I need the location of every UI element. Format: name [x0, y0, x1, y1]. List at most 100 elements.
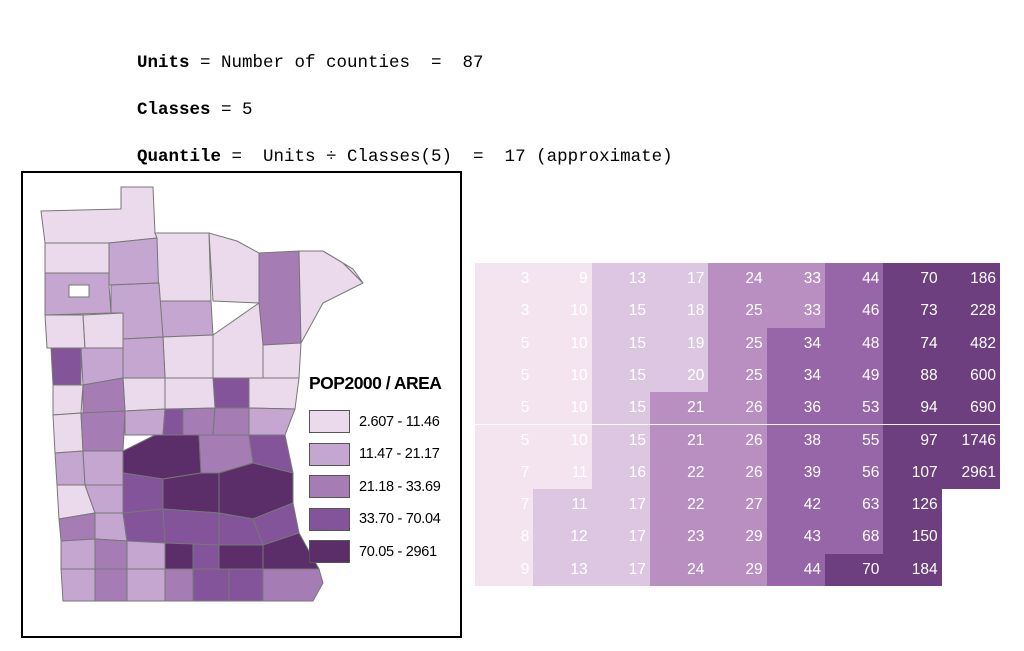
value-cell: 17 [591, 553, 650, 586]
county-region [158, 300, 214, 338]
value-cell: 44 [825, 263, 884, 296]
value-cell: 12 [533, 521, 592, 554]
county-region [122, 472, 164, 514]
value-cell: 10 [533, 327, 592, 360]
county-region [162, 408, 184, 436]
county-region [192, 543, 220, 570]
county-region [80, 410, 126, 452]
value-cell: 150 [883, 521, 942, 554]
legend-label: 70.05 - 2961 [359, 543, 437, 560]
minnesota-choropleth-map: POP2000 / AREA 2.607 - 11.46 11.47 - 21.… [21, 171, 462, 638]
county-region [44, 314, 86, 349]
county-region [212, 302, 264, 379]
county-region [122, 434, 202, 480]
value-cell: 5 [475, 424, 534, 457]
county-region [218, 544, 264, 570]
legend-label: 2.607 - 11.46 [359, 413, 440, 430]
value-cell: 88 [883, 359, 942, 393]
county-region [162, 334, 214, 379]
value-cell: 22 [650, 489, 709, 522]
value-cell: 15 [591, 359, 650, 393]
value-cell: 7 [475, 456, 534, 490]
county-region [262, 568, 324, 602]
county-region [108, 237, 160, 286]
value-cell: 97 [883, 424, 942, 457]
value-cell: 9 [533, 263, 592, 296]
value-cell: 5 [475, 327, 534, 360]
county-region [82, 450, 124, 486]
legend-swatch [309, 507, 350, 531]
value-cell: 74 [883, 327, 942, 360]
value-cell: 186 [941, 263, 1000, 296]
legend-swatch [309, 475, 350, 498]
value-cell: 44 [766, 553, 825, 586]
value-cell: 13 [591, 263, 650, 296]
county-region [258, 250, 302, 346]
legend-title: POP2000 / AREA [309, 373, 442, 393]
value-cell: 24 [650, 553, 709, 586]
county-region [68, 284, 90, 298]
value-cell: 70 [825, 553, 884, 586]
quantile-formula: Units = Number of counties = 87 Classes … [137, 28, 673, 193]
value-cell: 33 [766, 295, 825, 328]
value-cell: 11 [533, 456, 592, 490]
legend-item: 33.70 - 70.04 [309, 504, 441, 535]
county-region [262, 342, 302, 379]
value-cell: 48 [825, 327, 884, 360]
value-cell: 70 [883, 263, 942, 296]
county-region [154, 232, 212, 302]
sorted-values-grid: 3 3 5 5 5 5 7 7 8 9 9 10 10 10 10 10 11 11 12 13 13 15 15 15 15 1… [475, 263, 1000, 586]
county-region [182, 407, 216, 436]
value-cell: 26 [708, 424, 767, 457]
value-cell: 10 [533, 392, 592, 425]
county-region [164, 542, 194, 570]
county-region [162, 472, 220, 514]
county-region [122, 336, 166, 379]
legend-item: 70.05 - 2961 [309, 536, 441, 567]
county-region [248, 407, 296, 436]
value-cell: 23 [650, 521, 709, 554]
value-cell: 39 [766, 456, 825, 490]
value-cell: 33 [766, 263, 825, 296]
value-cell: 3 [475, 263, 534, 296]
value-cell: 15 [591, 327, 650, 360]
value-cell: 25 [708, 359, 767, 393]
value-cell: 5 [475, 359, 534, 393]
value-cell: 20 [650, 359, 709, 393]
legend-label: 33.70 - 70.04 [359, 511, 441, 527]
value-cell: 126 [883, 489, 942, 522]
value-cell: 25 [708, 327, 767, 360]
value-cell: 29 [708, 521, 767, 554]
value-cell: 26 [708, 392, 767, 425]
legend-item: 2.607 - 11.46 [309, 406, 441, 437]
county-map [40, 186, 364, 602]
county-region [94, 538, 128, 570]
value-cell: 21 [650, 392, 709, 425]
legend-label: 11.47 - 21.17 [359, 446, 440, 462]
value-cell: 18 [650, 295, 709, 328]
value-cell: 46 [825, 295, 884, 328]
value-cell: 34 [766, 327, 825, 360]
formula-line-classes: Classes = 5 [137, 99, 253, 120]
value-cell: 9 [475, 553, 534, 586]
county-region [60, 568, 96, 602]
county-region [50, 347, 82, 386]
legend-label: 21.18 - 33.69 [359, 478, 441, 495]
value-cell: 15 [591, 424, 650, 457]
county-region [192, 568, 230, 602]
value-cell: 184 [883, 553, 942, 586]
value-cell: 228 [941, 295, 1000, 328]
value-cell: 53 [825, 392, 884, 425]
county-region [208, 232, 260, 304]
county-region [126, 568, 166, 602]
value-cell: 2961 [941, 456, 1000, 490]
value-cell: 63 [825, 489, 884, 522]
value-cell: 690 [941, 392, 1000, 425]
county-region [298, 250, 364, 345]
value-cell: 10 [533, 424, 592, 457]
value-cell: 16 [591, 456, 650, 490]
value-cell: 68 [825, 521, 884, 554]
county-region [82, 312, 126, 349]
county-region [212, 377, 250, 409]
value-cell: 43 [766, 521, 825, 554]
